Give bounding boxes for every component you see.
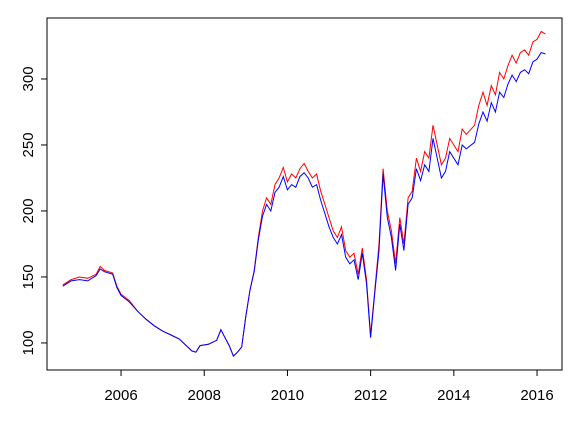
y-tick-label: 250 [20, 132, 37, 157]
x-tick-label: 2010 [271, 387, 304, 404]
x-tick-label: 2016 [520, 387, 553, 404]
x-tick-label: 2014 [437, 387, 470, 404]
series-line [62, 30, 546, 357]
y-tick-label: 100 [20, 330, 37, 355]
x-tick-label: 2006 [104, 387, 137, 404]
x-tick-label: 2008 [188, 387, 221, 404]
x-tick-label: 2012 [354, 387, 387, 404]
y-tick-label: 150 [20, 264, 37, 289]
series-line [62, 52, 546, 357]
plot-frame [46, 17, 563, 371]
y-tick-label: 300 [20, 66, 37, 91]
y-tick-label: 200 [20, 198, 37, 223]
